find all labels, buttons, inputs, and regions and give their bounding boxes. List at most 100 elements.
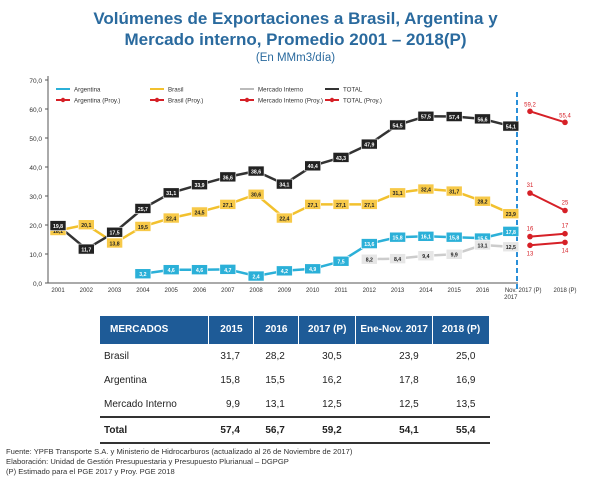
legend-label: TOTAL [343, 86, 363, 93]
data-label: 17,8 [506, 230, 516, 236]
x-tick-label: 2003 [108, 288, 122, 294]
x-tick-label: Nov. [505, 288, 517, 294]
table-cell: 15,8 [220, 374, 240, 386]
proj-marker [562, 119, 568, 126]
row-label: Brasil [104, 350, 130, 362]
data-label-box [49, 220, 67, 231]
data-label: 30,6 [251, 193, 261, 199]
proj-marker [527, 108, 533, 115]
header-cell: 2017 (P) [298, 316, 357, 344]
data-label: 54,1 [506, 125, 516, 131]
data-label: 4,6 [196, 268, 203, 274]
data-label-box [360, 238, 378, 249]
data-label: 15,5 [477, 236, 487, 242]
chart-subtitle: (En MMm3/día) [255, 52, 336, 64]
y-tick-label: 70,0 [29, 78, 42, 85]
data-label-box [360, 199, 378, 210]
table-cell: 13,5 [456, 398, 476, 410]
table-cell: 17,8 [399, 374, 419, 386]
proj-data-label: 17 [562, 224, 569, 230]
legend-marker [60, 97, 66, 103]
x-tick-label: 2014 [419, 288, 433, 294]
x-tick-label: 2004 [136, 288, 150, 294]
table-cell: 25,0 [456, 350, 476, 362]
data-label-box [191, 264, 208, 275]
data-label-box [332, 255, 350, 267]
data-label-box [162, 212, 180, 224]
proj-series-line [529, 241, 566, 247]
data-label: 43,3 [336, 156, 346, 162]
header-cell: 2016 [253, 316, 300, 344]
data-label-box [502, 208, 520, 219]
data-label: 36,6 [223, 175, 233, 181]
data-label: 7,5 [337, 260, 344, 266]
data-label-box [417, 183, 435, 195]
data-label: 12,5 [506, 245, 516, 251]
data-label: 22,4 [279, 216, 289, 222]
x-tick-label: 2006 [193, 288, 207, 294]
data-label-box [417, 110, 435, 122]
data-label: 8,4 [394, 257, 401, 263]
data-label-box [389, 187, 406, 199]
table-row: Mercado Interno 9,9 13,1 12,5 12,5 13,5 [100, 392, 490, 417]
y-tick-label: 0,0 [33, 281, 42, 288]
data-label: 17,5 [110, 231, 120, 237]
data-label: 25,7 [138, 207, 148, 213]
data-label: 27,1 [308, 203, 318, 209]
data-label: 4,9 [309, 267, 316, 273]
table-cell: 12,5 [322, 398, 342, 410]
x-tick-label: 2015 [448, 288, 462, 294]
table-total-row: Total 57,4 56,7 59,2 54,1 55,4 [100, 416, 490, 444]
title-line-2: Mercado interno, Promedio 2001 – 2018(P) [124, 30, 467, 49]
data-label-box [332, 152, 350, 163]
proj-data-label: 14 [562, 248, 569, 254]
data-label-box [134, 268, 152, 280]
data-label: 24,5 [194, 210, 204, 216]
proj-series-line [529, 232, 566, 238]
data-label: 38,6 [251, 169, 261, 175]
data-label: 3,2 [139, 272, 146, 278]
data-label-box [247, 165, 265, 177]
data-label-box [162, 264, 180, 275]
data-label-box [304, 199, 322, 210]
row-label: Total [100, 416, 209, 444]
table-cell: 59,2 [298, 416, 356, 444]
data-label-box [106, 226, 123, 238]
data-label: 31,7 [449, 189, 459, 195]
data-label-box [389, 119, 406, 131]
legend-label: Argentina (Proy.) [74, 97, 120, 104]
footer-notes: Fuente: YPFB Transporte S.A. y Ministeri… [6, 447, 586, 477]
data-label: 57,5 [421, 115, 431, 121]
data-label-box [417, 231, 435, 242]
x-tick-label: 2012 [363, 288, 377, 294]
data-label-box [78, 243, 95, 255]
table-row: Argentina 15,8 15,5 16,2 17,8 16,9 [100, 368, 490, 392]
data-label-box [219, 171, 237, 183]
x-tick-label: 2017 [504, 295, 518, 301]
proj-data-label: 31 [527, 183, 534, 189]
title-line-1: Volúmenes de Exportaciones a Brasil, Arg… [93, 9, 498, 28]
footer-elaboration: Elaboración: Unidad de Gestión Presupues… [6, 457, 289, 466]
data-label-box [134, 203, 152, 214]
data-label-box [191, 179, 208, 190]
data-label: 19,8 [53, 224, 63, 230]
proj-data-label: 16 [527, 227, 534, 233]
x-tick-label: 2002 [80, 288, 94, 294]
table-cell: 31,7 [220, 350, 240, 362]
x-tick-label: 2009 [278, 288, 292, 294]
x-tick-label: 2001 [51, 288, 65, 294]
data-label-box [474, 195, 491, 207]
table-row: Brasil 31,7 28,2 30,5 23,9 25,0 [100, 344, 490, 368]
proj-data-label: 59,2 [524, 102, 536, 108]
data-label-box [162, 187, 180, 199]
data-label-box [106, 237, 123, 249]
proj-marker [527, 190, 533, 196]
data-label-box [134, 221, 152, 232]
data-label-box [304, 160, 322, 172]
data-label: 27,1 [223, 203, 233, 209]
data-label: 27,1 [336, 203, 346, 209]
legend-label: Mercado Interno (Proy.) [258, 97, 323, 104]
data-label: 13,1 [477, 243, 487, 249]
legend-label: TOTAL (Proy.) [343, 97, 382, 104]
x-tick-label: 2010 [306, 288, 320, 294]
